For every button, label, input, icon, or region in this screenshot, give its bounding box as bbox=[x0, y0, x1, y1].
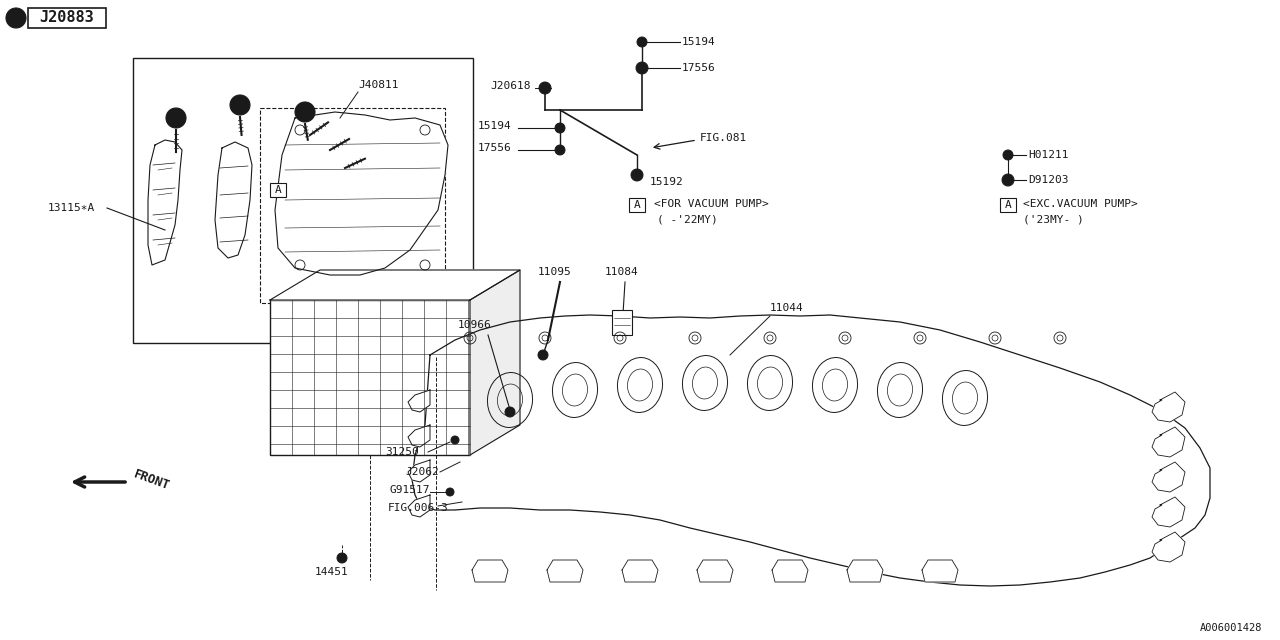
Text: 1: 1 bbox=[302, 107, 308, 117]
Text: FRONT: FRONT bbox=[132, 467, 172, 493]
Circle shape bbox=[506, 407, 515, 417]
Polygon shape bbox=[408, 390, 430, 412]
Circle shape bbox=[294, 102, 315, 122]
Polygon shape bbox=[1152, 427, 1185, 457]
Text: ( -'22MY): ( -'22MY) bbox=[657, 214, 718, 224]
Text: 10966: 10966 bbox=[458, 320, 492, 330]
Text: ('23MY- ): ('23MY- ) bbox=[1023, 214, 1084, 224]
Circle shape bbox=[1002, 174, 1014, 186]
Text: 31250: 31250 bbox=[385, 447, 419, 457]
Bar bbox=[270, 183, 285, 197]
Text: 17556: 17556 bbox=[682, 63, 716, 73]
Polygon shape bbox=[1152, 532, 1185, 562]
Polygon shape bbox=[698, 560, 733, 582]
Text: 11084: 11084 bbox=[605, 267, 639, 277]
Text: 15192: 15192 bbox=[650, 177, 684, 187]
Text: J2062: J2062 bbox=[404, 467, 439, 477]
Circle shape bbox=[538, 350, 548, 360]
Circle shape bbox=[166, 108, 186, 128]
Bar bbox=[260, 108, 445, 303]
Polygon shape bbox=[215, 142, 252, 258]
Bar bbox=[1000, 198, 1016, 212]
Polygon shape bbox=[408, 460, 430, 482]
Polygon shape bbox=[1152, 392, 1185, 422]
Circle shape bbox=[556, 145, 564, 155]
Text: J40811: J40811 bbox=[358, 80, 398, 90]
Text: A: A bbox=[1005, 200, 1011, 210]
Circle shape bbox=[230, 95, 250, 115]
Text: A: A bbox=[634, 200, 640, 210]
Text: FIG.081: FIG.081 bbox=[700, 133, 748, 143]
Text: FIG.006-3: FIG.006-3 bbox=[388, 503, 449, 513]
Text: 11044: 11044 bbox=[771, 303, 804, 313]
Polygon shape bbox=[148, 140, 182, 265]
Polygon shape bbox=[275, 112, 448, 275]
Circle shape bbox=[556, 123, 564, 133]
Bar bbox=[628, 198, 645, 212]
Circle shape bbox=[631, 169, 643, 181]
Text: <EXC.VACUUM PUMP>: <EXC.VACUUM PUMP> bbox=[1023, 199, 1138, 209]
Polygon shape bbox=[622, 560, 658, 582]
Text: 1: 1 bbox=[173, 113, 179, 123]
Circle shape bbox=[337, 553, 347, 563]
Text: <FOR VACUUM PUMP>: <FOR VACUUM PUMP> bbox=[654, 199, 769, 209]
Circle shape bbox=[451, 436, 460, 444]
Polygon shape bbox=[547, 560, 582, 582]
Text: A006001428: A006001428 bbox=[1199, 623, 1262, 633]
Polygon shape bbox=[270, 270, 520, 300]
Circle shape bbox=[1004, 150, 1012, 160]
Text: 15194: 15194 bbox=[682, 37, 716, 47]
Polygon shape bbox=[1152, 462, 1185, 492]
Polygon shape bbox=[922, 560, 957, 582]
Polygon shape bbox=[412, 315, 1210, 586]
Text: A: A bbox=[275, 185, 282, 195]
Text: 1: 1 bbox=[13, 12, 19, 24]
Text: 17556: 17556 bbox=[477, 143, 512, 153]
Text: H01211: H01211 bbox=[1028, 150, 1069, 160]
Text: D91203: D91203 bbox=[1028, 175, 1069, 185]
Text: J20618: J20618 bbox=[490, 81, 530, 91]
Circle shape bbox=[539, 82, 550, 94]
Circle shape bbox=[6, 8, 26, 28]
Polygon shape bbox=[470, 270, 520, 455]
Bar bbox=[133, 58, 474, 343]
Polygon shape bbox=[408, 495, 430, 517]
Text: 11095: 11095 bbox=[538, 267, 572, 277]
Polygon shape bbox=[1152, 497, 1185, 527]
Circle shape bbox=[636, 62, 648, 74]
Text: 1: 1 bbox=[237, 100, 243, 110]
Bar bbox=[28, 8, 106, 28]
Polygon shape bbox=[772, 560, 808, 582]
Polygon shape bbox=[472, 560, 508, 582]
Text: G91517: G91517 bbox=[390, 485, 430, 495]
Text: 13115∗A: 13115∗A bbox=[49, 203, 95, 213]
Bar bbox=[270, 300, 470, 455]
Text: 15194: 15194 bbox=[477, 121, 512, 131]
Circle shape bbox=[445, 488, 454, 496]
Polygon shape bbox=[847, 560, 883, 582]
Text: 14451: 14451 bbox=[315, 567, 349, 577]
Polygon shape bbox=[408, 425, 430, 447]
Bar bbox=[612, 310, 632, 335]
Circle shape bbox=[637, 37, 646, 47]
Text: J20883: J20883 bbox=[40, 10, 95, 26]
